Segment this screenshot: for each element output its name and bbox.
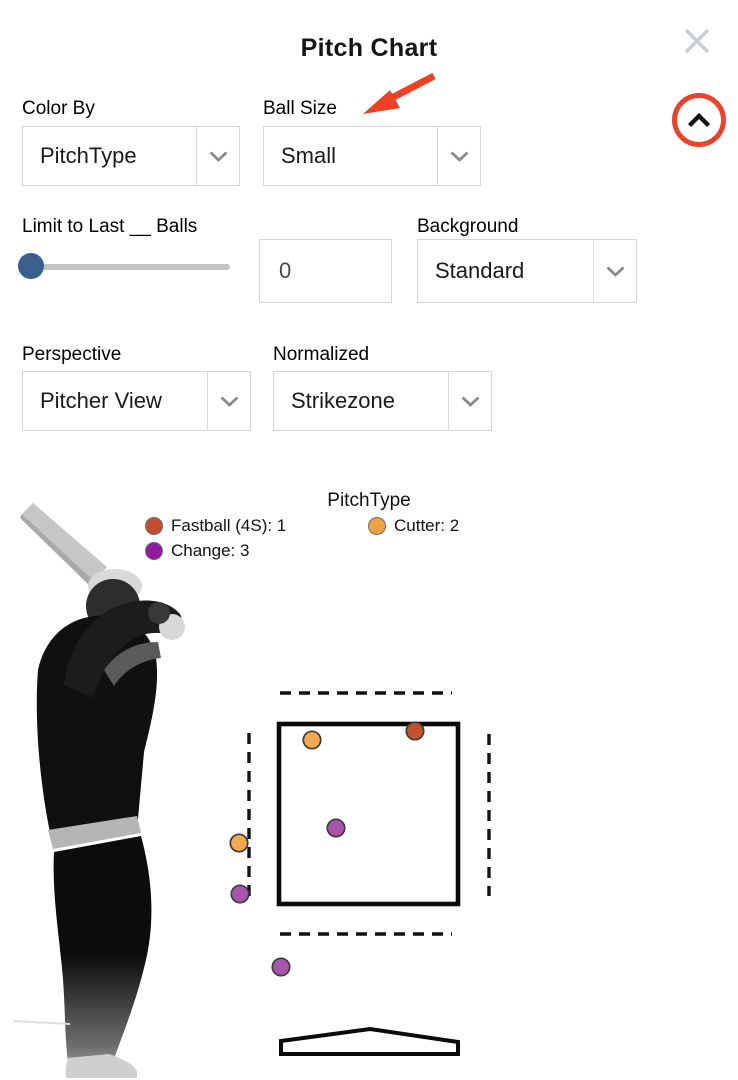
legend-item-cutter[interactable]: Cutter: 2 — [368, 516, 459, 536]
strike-zone-box — [276, 721, 461, 907]
ball-size-label: Ball Size — [263, 98, 337, 119]
batter-silhouette — [13, 503, 185, 1078]
pitch-dot-cutter — [229, 833, 249, 853]
strike-zone-chart — [229, 691, 491, 1056]
background-select[interactable]: Standard — [417, 239, 637, 303]
limit-balls-label: Limit to Last __ Balls — [22, 216, 198, 237]
ball-size-select[interactable]: Small — [263, 126, 481, 186]
background-label: Background — [417, 216, 519, 237]
background-value: Standard — [435, 258, 525, 283]
legend-dot-change — [145, 542, 163, 560]
legend-label: Cutter: 2 — [394, 516, 460, 535]
slider-thumb[interactable] — [18, 253, 44, 279]
legend-dot-fastball — [145, 517, 163, 535]
color-by-label: Color By — [22, 98, 95, 119]
pitch-dots-group — [229, 721, 425, 977]
pitch-dot-change — [230, 884, 250, 904]
home-plate — [279, 1026, 460, 1056]
chevron-down-icon — [196, 127, 239, 185]
legend-label: Fastball (4S): 1 — [171, 516, 287, 535]
legend-label: Change: 3 — [171, 541, 250, 560]
normalized-value: Strikezone — [291, 388, 395, 413]
chevron-down-icon — [437, 127, 480, 185]
pitch-dot-change — [271, 957, 291, 977]
legend-item-fastball[interactable]: Fastball (4S): 1 — [145, 516, 286, 536]
collapse-panel-button[interactable] — [672, 93, 726, 147]
chevron-down-icon — [448, 372, 491, 430]
legend-dot-cutter — [368, 517, 386, 535]
limit-balls-slider[interactable] — [18, 252, 230, 280]
chevron-down-icon — [207, 372, 250, 430]
pitch-dot-fastball-4s — [405, 721, 425, 741]
perspective-label: Perspective — [22, 344, 122, 365]
legend-title: PitchType — [327, 490, 411, 511]
normalized-label: Normalized — [273, 344, 370, 365]
legs — [53, 836, 152, 1076]
pitch-dot-change — [326, 818, 346, 838]
slider-track[interactable] — [20, 264, 230, 270]
color-by-select[interactable]: PitchType — [22, 126, 240, 186]
ball-size-annotation-arrow — [356, 70, 440, 125]
pitch-dot-cutter — [302, 730, 322, 750]
baseball-bat — [22, 503, 107, 581]
normalized-select[interactable]: Strikezone — [273, 371, 492, 431]
perspective-value: Pitcher View — [40, 388, 162, 413]
perspective-select[interactable]: Pitcher View — [22, 371, 251, 431]
chevron-up-icon — [687, 112, 711, 127]
color-by-value: PitchType — [40, 143, 137, 168]
chevron-down-icon — [593, 240, 636, 302]
close-button[interactable] — [680, 24, 714, 58]
ball-size-value: Small — [281, 143, 337, 168]
arms — [64, 600, 183, 698]
arrow-icon — [363, 72, 436, 114]
shoes — [65, 1054, 137, 1078]
belt — [48, 816, 141, 849]
close-icon — [684, 28, 710, 54]
page-title: Pitch Chart — [300, 34, 438, 62]
legend-item-change[interactable]: Change: 3 — [145, 541, 249, 561]
limit-balls-input[interactable] — [259, 239, 392, 303]
